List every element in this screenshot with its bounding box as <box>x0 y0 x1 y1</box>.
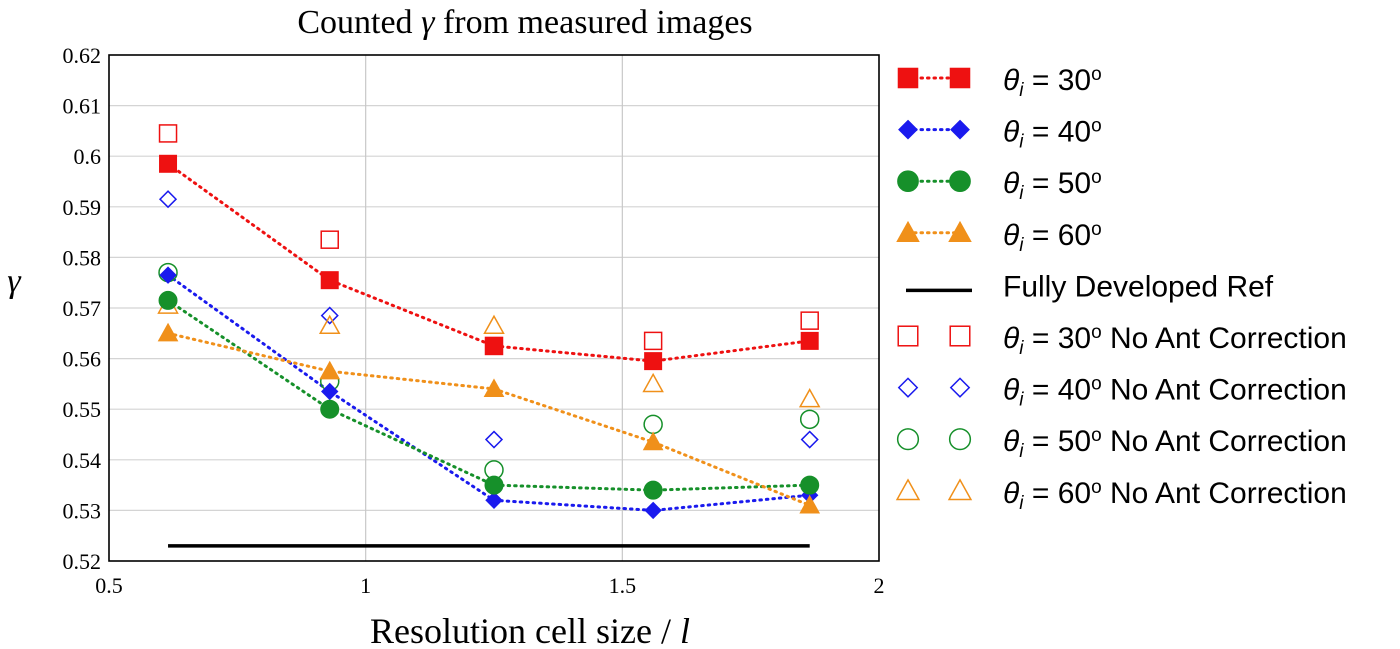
legend-item: θi = 60o <box>896 219 1102 256</box>
series-4-point <box>642 431 664 451</box>
legend-marker <box>949 67 971 89</box>
series-6-point <box>320 230 339 249</box>
series-1-point <box>800 331 819 350</box>
series-3-point <box>484 475 504 495</box>
series-4-point <box>483 378 505 398</box>
series-4-point <box>319 360 341 380</box>
y-tick-label: 0.58 <box>63 245 102 270</box>
legend-item: Fully Developed Ref <box>906 270 1274 303</box>
legend-marker <box>897 170 919 193</box>
legend-item: θi = 40o <box>898 116 1102 153</box>
series-6-point <box>800 311 819 330</box>
y-tick-label: 0.61 <box>63 94 102 119</box>
series-3-point <box>800 475 820 495</box>
y-tick-label: 0.6 <box>74 144 102 169</box>
x-tick-label: 0.5 <box>95 573 123 598</box>
filled-markers <box>157 154 821 520</box>
legend-label: θi = 50o No Ant Correction <box>1003 425 1347 462</box>
series-6-point <box>643 331 663 351</box>
x-axis-label: Resolution cell size / l <box>370 611 690 649</box>
series-4-point <box>799 494 821 514</box>
legend-label: Fully Developed Ref <box>1003 270 1274 303</box>
legend-marker <box>949 325 971 347</box>
legend-marker <box>897 377 919 398</box>
legend-marker <box>948 428 972 451</box>
series-2-point <box>159 266 177 284</box>
series-1-point <box>320 271 339 290</box>
legend-item: θi = 50o No Ant Correction <box>896 425 1347 462</box>
legend-item: θi = 30o <box>897 64 1102 101</box>
series-2-point <box>321 382 339 401</box>
y-axis-label: γ <box>7 263 22 300</box>
y-tick-label: 0.55 <box>63 397 102 422</box>
series-8-point <box>799 409 820 430</box>
legend-label: θi = 30o No Ant Correction <box>1003 322 1347 359</box>
x-tick-label: 2 <box>874 573 885 598</box>
legend-marker <box>898 119 918 140</box>
legend-marker <box>896 428 920 451</box>
legend-label: θi = 60o No Ant Correction <box>1003 477 1347 514</box>
series-3-point <box>158 290 178 310</box>
series-7-point <box>320 306 339 325</box>
x-tick-label: 1 <box>360 573 371 598</box>
series-6-point <box>158 124 178 143</box>
y-tick-label: 0.57 <box>63 296 102 321</box>
series-9-point <box>642 372 664 393</box>
series-9-point <box>483 314 505 335</box>
legend-marker <box>895 478 921 501</box>
series-1-point <box>644 352 663 371</box>
series-4-point <box>157 322 179 342</box>
legend-marker <box>950 119 970 140</box>
legend-label: θi = 40o No Ant Correction <box>1003 374 1347 411</box>
legend-item: θi = 40o No Ant Correction <box>897 374 1347 411</box>
series-1-point <box>159 154 178 173</box>
legend-item: θi = 50o <box>897 167 1102 204</box>
series-7-point <box>484 430 504 449</box>
legend-label: θi = 40o <box>1003 116 1102 153</box>
series-7-point <box>158 190 178 209</box>
series-2-point <box>644 501 662 520</box>
legend-marker <box>949 170 971 193</box>
y-tick-label: 0.59 <box>63 195 102 220</box>
legend-marker <box>949 377 971 398</box>
y-tick-label: 0.54 <box>63 448 102 473</box>
legend-marker <box>948 220 972 243</box>
x-tick-label: 1.5 <box>609 573 637 598</box>
y-tick-label: 0.52 <box>63 549 102 574</box>
series-3-point <box>643 480 663 500</box>
legend-label: θi = 50o <box>1003 167 1102 204</box>
legend-marker <box>947 478 973 501</box>
series-9-point <box>318 314 341 335</box>
series-1-point <box>485 336 503 355</box>
y-tick-label: 0.62 <box>63 43 102 68</box>
series-3-point <box>320 399 340 419</box>
series-2-point <box>485 491 503 509</box>
legend-item: θi = 30o No Ant Correction <box>897 322 1347 359</box>
chart-title: Counted γ from measured images <box>297 4 752 41</box>
plot-area-frame <box>108 54 880 562</box>
y-tick-label: 0.53 <box>63 498 102 523</box>
y-tick-label: 0.56 <box>63 347 102 372</box>
series-9-point <box>798 388 821 408</box>
series-7-point <box>800 430 819 449</box>
legend-label: θi = 60o <box>1003 219 1102 256</box>
legend-item: θi = 60o No Ant Correction <box>895 477 1347 514</box>
legend-label: θi = 30o <box>1003 64 1102 101</box>
legend-marker <box>896 220 920 243</box>
legend-marker <box>897 325 919 347</box>
legend-marker <box>897 67 919 89</box>
